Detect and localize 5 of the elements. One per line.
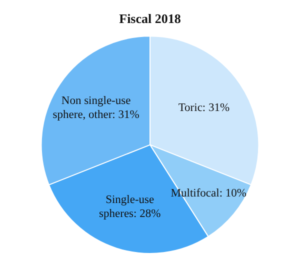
chart-title: Fiscal 2018 [119, 11, 182, 26]
slice-label: Toric: 31% [178, 102, 230, 114]
slice-label: Multifocal: 10% [170, 187, 247, 200]
slice-label: Non single-use sphere, other: 31% [52, 95, 140, 122]
slice-label: Single-use spheres: 28% [99, 194, 162, 220]
